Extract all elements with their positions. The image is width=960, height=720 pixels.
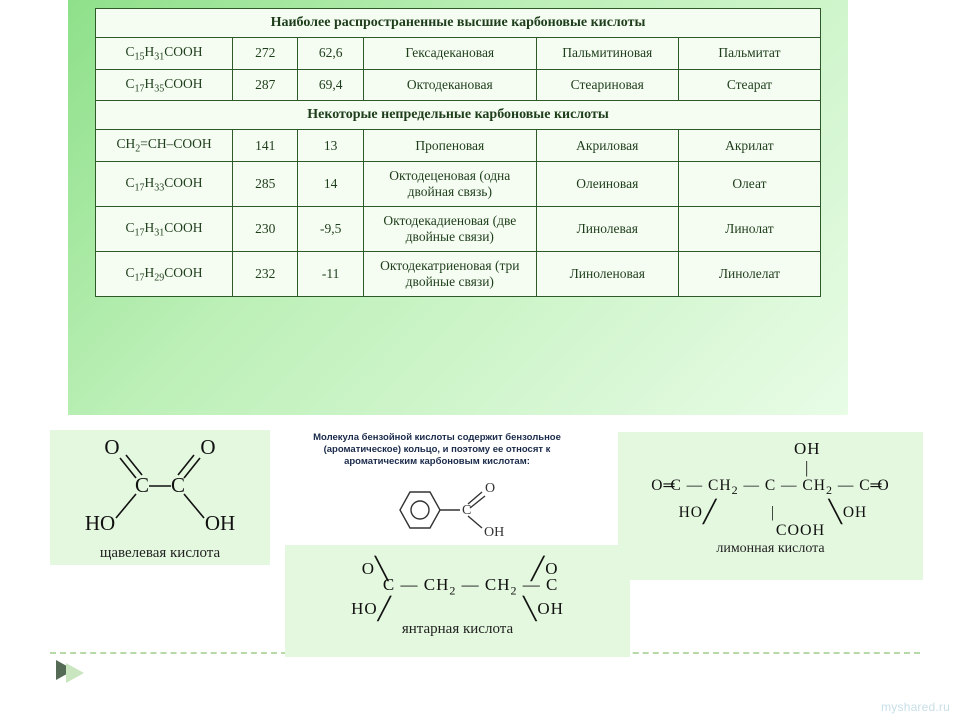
cell-formula: C17H29COOH — [96, 252, 233, 297]
cell-salt: Олеат — [678, 162, 820, 207]
citric-structure: OH | O═C — CH2 — C — CH2 — C═O HO╱ | ╲OH… — [618, 432, 923, 539]
table-section-header-unsaturated: Некоторые непредельные карбоновые кислот… — [96, 101, 821, 130]
cell-val2: -11 — [298, 252, 363, 297]
svg-text:O: O — [104, 435, 119, 459]
cell-trivial: Линоленовая — [536, 252, 678, 297]
cell-systematic: Октодеценовая (одна двойная связь) — [363, 162, 536, 207]
cell-formula: C17H35COOH — [96, 69, 233, 101]
svg-text:OH: OH — [205, 511, 235, 535]
cell-val2: -9,5 — [298, 207, 363, 252]
cell-val1: 285 — [233, 162, 298, 207]
watermark: myshared.ru — [881, 700, 950, 714]
table-row: C17H35COOH28769,4ОктодекановаяСтеаринова… — [96, 69, 821, 101]
footer-arrow-icon — [56, 660, 92, 688]
cell-systematic: Пропеновая — [363, 130, 536, 162]
cell-val2: 69,4 — [298, 69, 363, 101]
acids-table: Наиболее распространенные высшие карбоно… — [95, 8, 821, 297]
table-row: CH2=CH–COOH14113ПропеноваяАкриловаяАкрил… — [96, 130, 821, 162]
cell-val2: 14 — [298, 162, 363, 207]
svg-text:O: O — [485, 481, 495, 496]
cell-trivial: Олеиновая — [536, 162, 678, 207]
cell-systematic: Октодекадиеновая (две двойные связи) — [363, 207, 536, 252]
cell-formula: C15H31COOH — [96, 38, 233, 70]
oxalic-caption: щавелевая кислота — [50, 545, 270, 562]
cell-val1: 141 — [233, 130, 298, 162]
cell-salt: Пальмитат — [678, 38, 820, 70]
benzoic-note: Молекула бензойной кислоты содержит бенз… — [282, 428, 592, 470]
oxalic-acid-panel: O O C C HO OH щавелевая кислота — [50, 430, 270, 565]
succinic-acid-panel: O╲ ╱O C — CH2 — CH2 — C HO╱ ╲OH янтарная… — [285, 545, 630, 657]
cell-salt: Линолелат — [678, 252, 820, 297]
cell-salt: Стеарат — [678, 69, 820, 101]
cell-trivial: Акриловая — [536, 130, 678, 162]
benzoic-structure: C O OH — [282, 470, 592, 550]
svg-text:C: C — [135, 473, 149, 497]
succinic-structure: O╲ ╱O C — CH2 — CH2 — C HO╱ ╲OH — [285, 545, 630, 619]
cell-systematic: Октодекатриеновая (три двойные связи) — [363, 252, 536, 297]
cell-val1: 232 — [233, 252, 298, 297]
cell-trivial: Стеариновая — [536, 69, 678, 101]
oxalic-structure: O O C C HO OH — [50, 430, 270, 540]
cell-systematic: Октодекановая — [363, 69, 536, 101]
cell-val1: 287 — [233, 69, 298, 101]
cell-val1: 272 — [233, 38, 298, 70]
cell-formula: C17H33COOH — [96, 162, 233, 207]
table-row: C17H33COOH28514Октодеценовая (одна двойн… — [96, 162, 821, 207]
cell-trivial: Пальмитиновая — [536, 38, 678, 70]
cell-val1: 230 — [233, 207, 298, 252]
table-row: C17H29COOH232-11Октодекатриеновая (три д… — [96, 252, 821, 297]
benzoic-acid-panel: Молекула бензойной кислоты содержит бенз… — [282, 428, 592, 543]
table-row: C17H31COOH230-9,5Октодекадиеновая (две д… — [96, 207, 821, 252]
citric-acid-panel: OH | O═C — CH2 — C — CH2 — C═O HO╱ | ╲OH… — [618, 432, 923, 580]
svg-text:C: C — [462, 503, 471, 518]
svg-text:C: C — [171, 473, 185, 497]
cell-trivial: Линолевая — [536, 207, 678, 252]
svg-text:HO: HO — [85, 511, 115, 535]
acids-table-container: Наиболее распространенные высшие карбоно… — [95, 8, 821, 297]
cell-salt: Линолат — [678, 207, 820, 252]
svg-text:OH: OH — [484, 525, 504, 540]
cell-val2: 62,6 — [298, 38, 363, 70]
cell-formula: C17H31COOH — [96, 207, 233, 252]
cell-systematic: Гексадекановая — [363, 38, 536, 70]
table-section-header-higher: Наиболее распространенные высшие карбоно… — [96, 9, 821, 38]
cell-val2: 13 — [298, 130, 363, 162]
table-row: C15H31COOH27262,6ГексадекановаяПальмитин… — [96, 38, 821, 70]
citric-caption: лимонная кислота — [618, 541, 923, 557]
succinic-caption: янтарная кислота — [285, 621, 630, 638]
cell-formula: CH2=CH–COOH — [96, 130, 233, 162]
cell-salt: Акрилат — [678, 130, 820, 162]
svg-text:O: O — [200, 435, 215, 459]
